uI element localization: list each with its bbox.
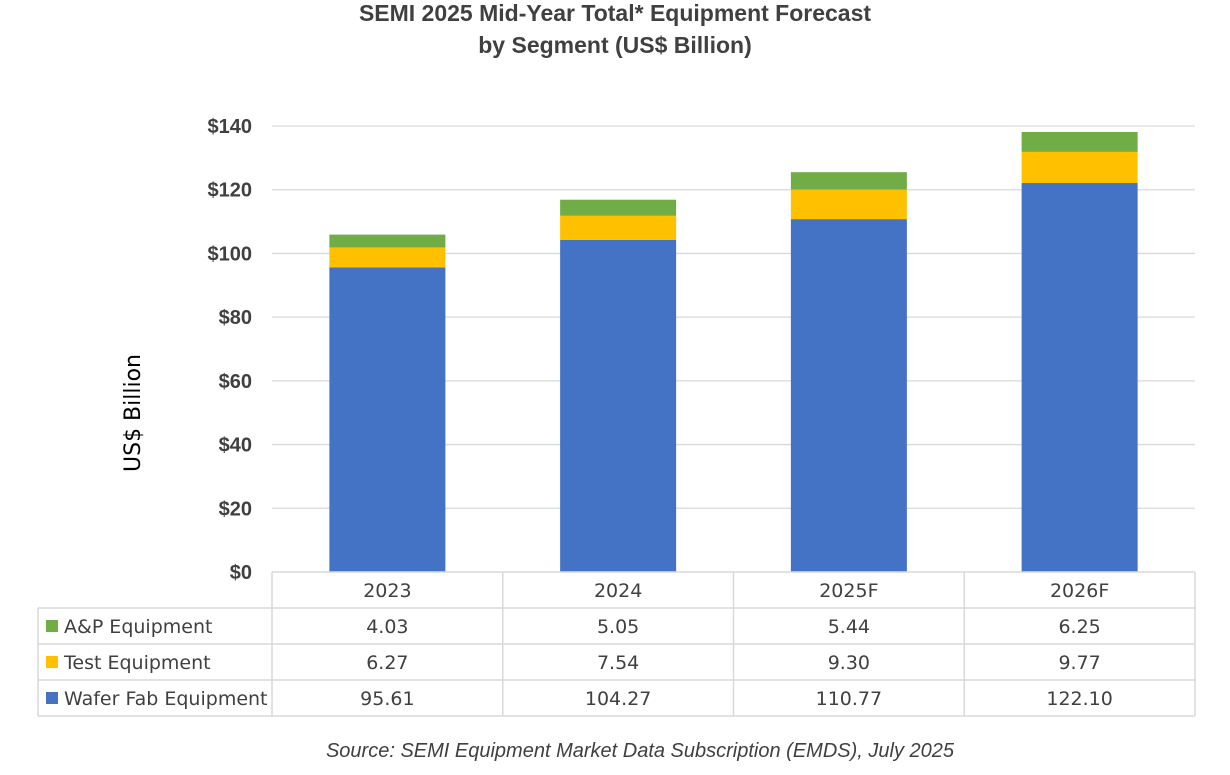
bar-segment	[790, 172, 907, 190]
data-label: 5.05	[597, 616, 639, 638]
bar-segment	[1021, 183, 1138, 572]
source-note: Source: SEMI Equipment Market Data Subsc…	[325, 740, 955, 762]
legend-key	[46, 620, 58, 632]
data-label: 9.77	[1058, 652, 1100, 674]
chart-subtitle: by Segment (US$ Billion)	[478, 32, 752, 58]
y-axis-label: US$ Billion	[121, 354, 146, 472]
data-label: 95.61	[360, 688, 414, 710]
bar-segment	[1021, 151, 1138, 184]
legend-key	[46, 692, 58, 704]
chart-title: SEMI 2025 Mid-Year Total* Equipment Fore…	[358, 0, 872, 26]
bar-segment	[329, 267, 446, 572]
y-tick-label: $100	[208, 243, 253, 265]
data-label: 110.77	[816, 688, 882, 710]
data-label: 104.27	[585, 688, 651, 710]
data-label: 7.54	[597, 652, 639, 674]
y-tick-label: $120	[208, 180, 253, 202]
data-label: 9.30	[828, 652, 870, 674]
legend-label: A&P Equipment	[64, 616, 212, 638]
data-label: 122.10	[1046, 688, 1112, 710]
x-tick-label: 2023	[363, 580, 411, 602]
bar-segment	[329, 247, 446, 268]
bar-segment	[560, 215, 677, 240]
data-label: 4.03	[366, 616, 408, 638]
bar-segment	[790, 219, 907, 573]
y-tick-label: $40	[219, 435, 252, 457]
x-tick-label: 2025F	[819, 580, 878, 602]
x-tick-label: 2026F	[1050, 580, 1109, 602]
y-tick-label: $80	[219, 307, 252, 329]
y-tick-label: $60	[219, 371, 252, 393]
y-tick-label: $140	[208, 116, 253, 138]
y-tick-label: $0	[230, 562, 252, 584]
bar-segment	[560, 239, 677, 573]
legend-label: Wafer Fab Equipment	[64, 688, 268, 710]
bar-segment	[1021, 131, 1138, 152]
x-tick-label: 2024	[594, 580, 642, 602]
legend-label: Test Equipment	[63, 652, 211, 674]
legend-key	[46, 656, 58, 668]
y-tick-label: $20	[219, 498, 252, 520]
data-label: 6.27	[366, 652, 408, 674]
data-label: 5.44	[828, 616, 870, 638]
bar-segment	[560, 199, 677, 216]
bar-segment	[790, 189, 907, 220]
data-label: 6.25	[1058, 616, 1100, 638]
bar-segment	[329, 234, 446, 248]
